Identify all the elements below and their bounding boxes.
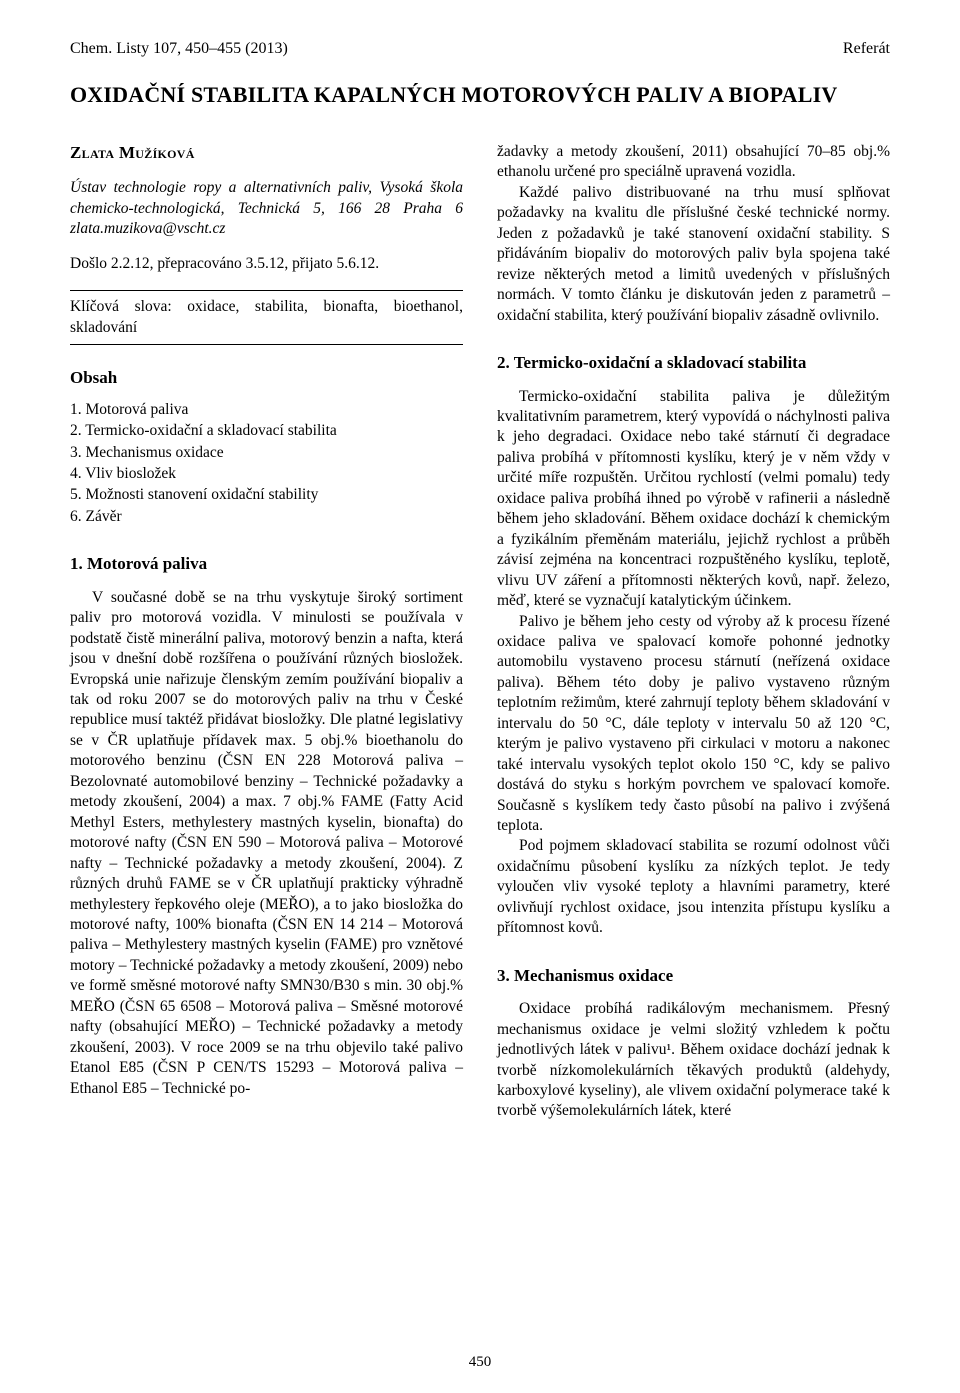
body-paragraph: Pod pojmem skladovací stabilita se rozum… xyxy=(497,836,890,938)
body-paragraph: Palivo je během jeho cesty od výroby až … xyxy=(497,612,890,837)
toc-item: 4. Vliv biosložek xyxy=(70,464,463,484)
author-name: Zlata Mužíková xyxy=(70,142,463,164)
affiliation: Ústav technologie ropy a alternativních … xyxy=(70,178,463,239)
keyword-rule-top xyxy=(70,290,463,291)
page-title: OXIDAČNÍ STABILITA KAPALNÝCH MOTOROVÝCH … xyxy=(70,82,890,108)
toc-item: 6. Závěr xyxy=(70,507,463,527)
body-paragraph: Každé palivo distribuované na trhu musí … xyxy=(497,183,890,326)
toc-item: 5. Možnosti stanovení oxidační stability xyxy=(70,485,463,505)
toc-item: 2. Termicko-oxidační a skladovací stabil… xyxy=(70,421,463,441)
keyword-rule-bottom xyxy=(70,344,463,345)
journal-ref: Chem. Listy 107, 450–455 (2013) xyxy=(70,40,288,58)
toc-item: 1. Motorová paliva xyxy=(70,400,463,420)
body-paragraph: žadavky a metody zkoušení, 2011) obsahuj… xyxy=(497,142,890,183)
doc-type: Referát xyxy=(843,40,890,58)
right-column: žadavky a metody zkoušení, 2011) obsahuj… xyxy=(497,142,890,1122)
body-paragraph: V současné době se na trhu vyskytuje šir… xyxy=(70,588,463,1099)
toc-heading: Obsah xyxy=(70,367,463,389)
body-paragraph: Oxidace probíhá radikálovým mechanismem.… xyxy=(497,999,890,1122)
section-heading-1: 1. Motorová paliva xyxy=(70,553,463,575)
section-heading-3: 3. Mechanismus oxidace xyxy=(497,965,890,987)
toc-item: 3. Mechanismus oxidace xyxy=(70,443,463,463)
left-column: Zlata Mužíková Ústav technologie ropy a … xyxy=(70,142,463,1122)
page: Chem. Listy 107, 450–455 (2013) Referát … xyxy=(0,0,960,1393)
two-column-layout: Zlata Mužíková Ústav technologie ropy a … xyxy=(70,142,890,1122)
submission-dates: Došlo 2.2.12, přepracováno 3.5.12, přija… xyxy=(70,254,463,274)
keywords: Klíčová slova: oxidace, stabilita, biona… xyxy=(70,297,463,338)
running-header: Chem. Listy 107, 450–455 (2013) Referát xyxy=(70,40,890,58)
page-number: 450 xyxy=(0,1354,960,1371)
section-heading-2: 2. Termicko-oxidační a skladovací stabil… xyxy=(497,352,890,374)
body-paragraph: Termicko-oxidační stabilita paliva je dů… xyxy=(497,387,890,612)
